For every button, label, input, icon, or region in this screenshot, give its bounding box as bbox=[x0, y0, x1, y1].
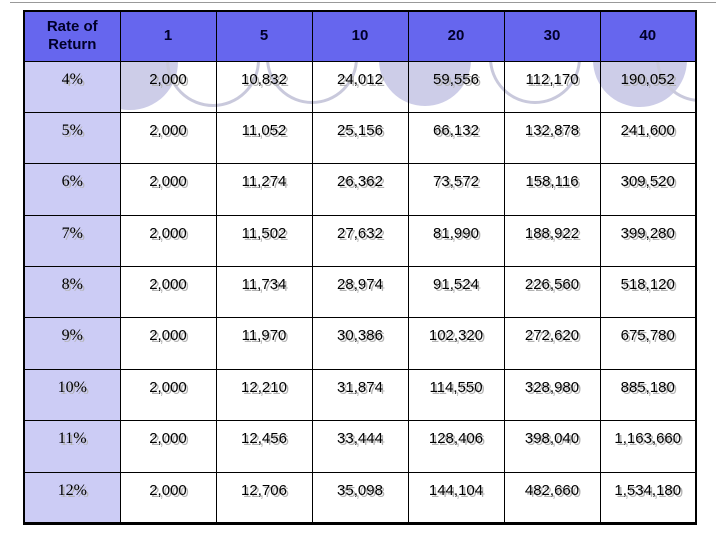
year-column-header: 20 bbox=[407, 10, 505, 62]
value-cell: 25,156 bbox=[311, 111, 409, 165]
rate-label-cell: 6% bbox=[23, 163, 121, 216]
value-cell: 2,000 bbox=[119, 163, 217, 216]
rate-label-cell: 8% bbox=[23, 265, 121, 319]
value-cell: 112,170 bbox=[503, 60, 601, 113]
year-column-header: 40 bbox=[599, 10, 697, 62]
value-cell: 518,120 bbox=[599, 265, 697, 319]
value-cell: 328,980 bbox=[503, 368, 601, 422]
table-header: Rate of Return 1 5 10 20 30 40 bbox=[23, 10, 697, 62]
value-cell: 73,572 bbox=[407, 163, 505, 216]
value-cell: 11,970 bbox=[215, 317, 313, 370]
value-cell: 2,000 bbox=[119, 317, 217, 370]
value-cell: 144,104 bbox=[407, 471, 505, 524]
rate-label-cell: 9% bbox=[23, 317, 121, 370]
value-cell: 11,274 bbox=[215, 163, 313, 216]
value-cell: 675,780 bbox=[599, 317, 697, 370]
value-cell: 158,116 bbox=[503, 163, 601, 216]
value-cell: 1,163,660 bbox=[599, 420, 697, 473]
year-column-header: 1 bbox=[119, 10, 217, 62]
year-column-header: 5 bbox=[215, 10, 313, 62]
rate-label-cell: 5% bbox=[23, 111, 121, 165]
value-cell: 11,052 bbox=[215, 111, 313, 165]
value-cell: 26,362 bbox=[311, 163, 409, 216]
rate-label-cell: 4% bbox=[23, 60, 121, 113]
value-cell: 2,000 bbox=[119, 60, 217, 113]
rate-label-cell: 12% bbox=[23, 471, 121, 524]
value-cell: 188,922 bbox=[503, 214, 601, 268]
value-cell: 2,000 bbox=[119, 265, 217, 319]
rate-label-cell: 10% bbox=[23, 368, 121, 422]
table-row: 8% 2,000 11,734 28,974 91,524 226,560 518,120 bbox=[23, 265, 697, 319]
header-row: Rate of Return 1 5 10 20 30 40 bbox=[23, 10, 697, 62]
compound-growth-table: Rate of Return 1 5 10 20 30 40 4% 2,000 10,832 2… bbox=[23, 10, 697, 525]
value-cell: 12,210 bbox=[215, 368, 313, 422]
table-body: 4% 2,000 10,832 24,012 59,556 112,170 190,052 5… bbox=[23, 60, 697, 524]
value-cell: 28,974 bbox=[311, 265, 409, 319]
value-cell: 885,180 bbox=[599, 368, 697, 422]
table-row: 12% 2,000 12,706 35,098 144,104 482,660 1,534,… bbox=[23, 471, 697, 524]
value-cell: 132,878 bbox=[503, 111, 601, 165]
value-cell: 398,040 bbox=[503, 420, 601, 473]
value-cell: 190,052 bbox=[599, 60, 697, 113]
value-cell: 27,632 bbox=[311, 214, 409, 268]
year-column-header: 10 bbox=[311, 10, 409, 62]
table-row: 11% 2,000 12,456 33,444 128,406 398,040 1,163,… bbox=[23, 420, 697, 473]
table-row: 5% 2,000 11,052 25,156 66,132 132,878 241,600 bbox=[23, 111, 697, 165]
value-cell: 81,990 bbox=[407, 214, 505, 268]
value-cell: 226,560 bbox=[503, 265, 601, 319]
table-row: 4% 2,000 10,832 24,012 59,556 112,170 190,052 bbox=[23, 60, 697, 113]
value-cell: 24,012 bbox=[311, 60, 409, 113]
table-row: 7% 2,000 11,502 27,632 81,990 188,922 399,280 bbox=[23, 214, 697, 268]
value-cell: 11,502 bbox=[215, 214, 313, 268]
value-cell: 2,000 bbox=[119, 111, 217, 165]
rate-label-cell: 7% bbox=[23, 214, 121, 268]
value-cell: 128,406 bbox=[407, 420, 505, 473]
table-row: 10% 2,000 12,210 31,874 114,550 328,980 885,18… bbox=[23, 368, 697, 422]
rate-of-return-header: Rate of Return bbox=[23, 10, 121, 62]
value-cell: 30,386 bbox=[311, 317, 409, 370]
value-cell: 1,534,180 bbox=[599, 471, 697, 524]
value-cell: 2,000 bbox=[119, 420, 217, 473]
value-cell: 272,620 bbox=[503, 317, 601, 370]
value-cell: 241,600 bbox=[599, 111, 697, 165]
value-cell: 31,874 bbox=[311, 368, 409, 422]
value-cell: 35,098 bbox=[311, 471, 409, 524]
value-cell: 59,556 bbox=[407, 60, 505, 113]
value-cell: 66,132 bbox=[407, 111, 505, 165]
year-column-header: 30 bbox=[503, 10, 601, 62]
table-row: 6% 2,000 11,274 26,362 73,572 158,116 309,520 bbox=[23, 163, 697, 216]
value-cell: 91,524 bbox=[407, 265, 505, 319]
value-cell: 2,000 bbox=[119, 214, 217, 268]
value-cell: 2,000 bbox=[119, 471, 217, 524]
value-cell: 482,660 bbox=[503, 471, 601, 524]
value-cell: 10,832 bbox=[215, 60, 313, 113]
value-cell: 114,550 bbox=[407, 368, 505, 422]
value-cell: 12,706 bbox=[215, 471, 313, 524]
value-cell: 12,456 bbox=[215, 420, 313, 473]
value-cell: 102,320 bbox=[407, 317, 505, 370]
table-row: 9% 2,000 11,970 30,386 102,320 272,620 675,780 bbox=[23, 317, 697, 370]
top-divider bbox=[10, 2, 716, 3]
value-cell: 309,520 bbox=[599, 163, 697, 216]
value-cell: 2,000 bbox=[119, 368, 217, 422]
rate-label-cell: 11% bbox=[23, 420, 121, 473]
value-cell: 399,280 bbox=[599, 214, 697, 268]
value-cell: 11,734 bbox=[215, 265, 313, 319]
value-cell: 33,444 bbox=[311, 420, 409, 473]
